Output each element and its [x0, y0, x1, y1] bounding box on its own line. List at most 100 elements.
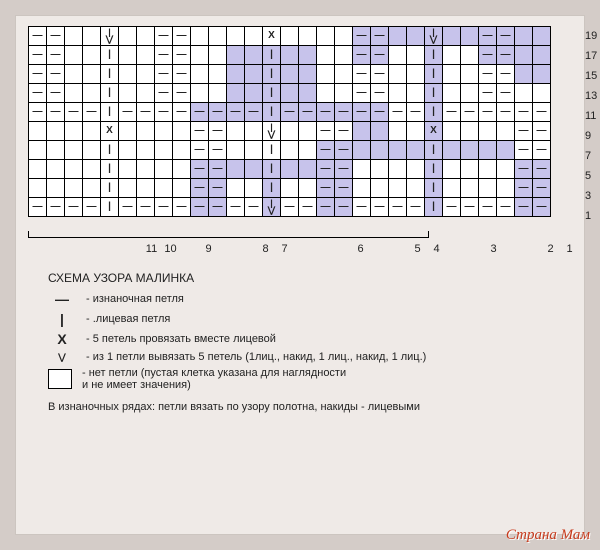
chart-cell: |: [425, 141, 443, 160]
chart-cell: —: [461, 198, 479, 217]
chart-cell: |: [425, 179, 443, 198]
row-label: 11: [585, 106, 597, 126]
chart-cell: —: [29, 65, 47, 84]
chart-cell: [83, 46, 101, 65]
chart-cell: —: [497, 27, 515, 46]
chart-cell: [227, 160, 245, 179]
chart-cell: [407, 179, 425, 198]
chart-cell: [227, 122, 245, 141]
chart-cell: |: [425, 198, 443, 217]
chart-cell: —: [83, 103, 101, 122]
chart-cell: —: [245, 103, 263, 122]
chart-cell: [191, 65, 209, 84]
chart-cell: |: [425, 84, 443, 103]
chart-cell: —: [155, 84, 173, 103]
chart-cell: —: [173, 103, 191, 122]
legend-row: ⋁- из 1 петли вывязать 5 петель (1лиц., …: [48, 351, 572, 363]
chart-cell: [407, 65, 425, 84]
chart-cell: —: [47, 46, 65, 65]
chart-cell: [227, 65, 245, 84]
chart-cell: [65, 46, 83, 65]
chart-cell: —: [29, 27, 47, 46]
chart-cell: [281, 65, 299, 84]
chart-cell: —: [479, 65, 497, 84]
chart-wrap: ——|⋁——X——|⋁————|——|——|————|——|——|————|——…: [28, 26, 572, 255]
chart-cell: [245, 84, 263, 103]
chart-cell: [389, 65, 407, 84]
repeat-bracket-row: [28, 217, 579, 241]
chart-cell: [155, 179, 173, 198]
chart-cell: —: [47, 103, 65, 122]
chart-cell: |: [263, 65, 281, 84]
chart-cell: —: [497, 103, 515, 122]
chart-cell: [317, 46, 335, 65]
chart-cell: [479, 160, 497, 179]
chart-cell: —: [533, 160, 551, 179]
chart-cell: [137, 27, 155, 46]
chart-cell: —: [173, 65, 191, 84]
chart-cell: [281, 84, 299, 103]
chart-cell: [407, 141, 425, 160]
chart-cell: —: [119, 103, 137, 122]
chart-cell: [29, 122, 47, 141]
chart-cell: —: [407, 103, 425, 122]
chart-cell: —: [335, 160, 353, 179]
chart-cell: [371, 179, 389, 198]
legend-box-text: - нет петли (пустая клетка указана для н…: [82, 367, 346, 391]
chart-cell: [281, 122, 299, 141]
chart-cell: —: [335, 141, 353, 160]
chart-cell: |: [101, 179, 119, 198]
chart-cell: [29, 160, 47, 179]
legend-row: X- 5 петель провязать вместе лицевой: [48, 331, 572, 347]
col-label: 11: [142, 243, 161, 255]
chart-cell: [497, 179, 515, 198]
chart-cell: —: [83, 198, 101, 217]
chart-cell: —: [119, 198, 137, 217]
chart-cell: —: [353, 46, 371, 65]
chart-cell: [65, 141, 83, 160]
chart-cell: [155, 122, 173, 141]
chart-cell: —: [497, 65, 515, 84]
legend-text: - изнаночная петля: [86, 293, 184, 305]
chart-cell: [371, 160, 389, 179]
chart-cell: [209, 27, 227, 46]
chart-cell: [281, 141, 299, 160]
legend-text: - 5 петель провязать вместе лицевой: [86, 333, 276, 345]
chart-cell: [407, 160, 425, 179]
chart-cell: [155, 160, 173, 179]
chart-cell: —: [371, 198, 389, 217]
chart-cell: —: [371, 27, 389, 46]
chart-cell: [317, 27, 335, 46]
chart-cell: —: [209, 179, 227, 198]
chart-cell: —: [389, 103, 407, 122]
chart-cell: [443, 160, 461, 179]
chart-cell: [119, 65, 137, 84]
chart-cell: [137, 160, 155, 179]
chart-cell: |: [101, 84, 119, 103]
chart-cell: —: [137, 103, 155, 122]
chart-cell: [389, 27, 407, 46]
row-label: 15: [585, 66, 597, 86]
chart-cell: [47, 179, 65, 198]
legend-row: —- изнаночная петля: [48, 291, 572, 307]
chart-cell: —: [335, 122, 353, 141]
chart-cell: [443, 122, 461, 141]
chart-cell: [245, 27, 263, 46]
chart-cell: [335, 27, 353, 46]
chart-cell: —: [209, 103, 227, 122]
chart-cell: —: [191, 179, 209, 198]
chart-cell: —: [515, 179, 533, 198]
col-label: [370, 243, 389, 255]
chart-cell: |⋁: [263, 122, 281, 141]
chart-cell: [479, 179, 497, 198]
chart-cell: [173, 179, 191, 198]
chart-cell: [227, 141, 245, 160]
chart-cell: —: [515, 103, 533, 122]
chart-cell: [317, 84, 335, 103]
chart-panel: ——|⋁——X——|⋁————|——|——|————|——|——|————|——…: [15, 15, 585, 535]
chart-cell: [227, 46, 245, 65]
chart-cell: [497, 122, 515, 141]
chart-cell: —: [173, 46, 191, 65]
chart-cell: —: [173, 198, 191, 217]
chart-cell: [407, 46, 425, 65]
